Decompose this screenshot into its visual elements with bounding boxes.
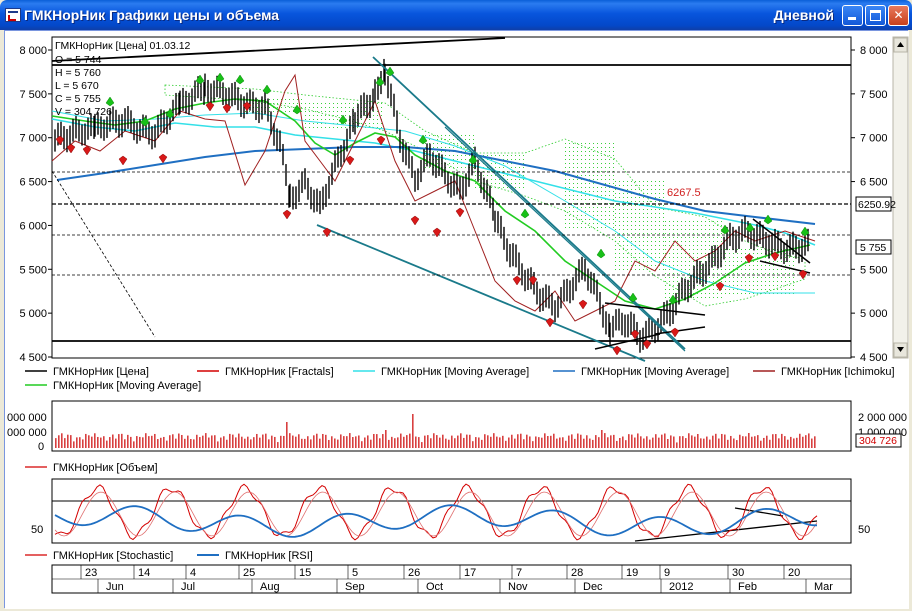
chart-app-icon bbox=[5, 8, 21, 22]
date-day-label: 17 bbox=[464, 567, 476, 579]
price-box bbox=[855, 196, 892, 212]
price-y-tick: 6 000 bbox=[19, 220, 47, 232]
last-volume-box bbox=[855, 433, 902, 448]
ma-cyan-line bbox=[51, 118, 816, 246]
date-day-label: 9 bbox=[664, 567, 670, 579]
date-month-label: Aug bbox=[260, 581, 280, 593]
price-legend-item: ГМКНорНик [Moving Average] bbox=[381, 366, 529, 378]
ichimoku-cloud bbox=[164, 84, 806, 307]
period-label: Дневной bbox=[773, 7, 834, 23]
date-month-label: Oct bbox=[426, 581, 443, 593]
maximize-button[interactable] bbox=[865, 5, 886, 26]
vertical-scrollbar[interactable] bbox=[892, 36, 909, 359]
price-legend-item: ГМКНорНик [Ichimoku] bbox=[781, 366, 895, 378]
date-axis: 23 14 4 25 15 5 26 17 7 28 19 9 30 20 Jun Jul Aug Sep Oct N… bbox=[51, 564, 852, 594]
price-y-tick: 7 000 bbox=[19, 133, 47, 145]
chart-window-client: ГМКНорНик [Цена] 01.03.12 O = 5 744 H = … bbox=[4, 30, 909, 609]
price-right-tick: 5 000 bbox=[860, 308, 888, 320]
volume-y-tick-2: 000 000 bbox=[7, 427, 47, 439]
price-y-tick: 5 000 bbox=[19, 308, 47, 320]
level-annotation: 6267.5 bbox=[667, 187, 701, 199]
info-close: C = 5 755 bbox=[55, 93, 101, 105]
volume-right-tick-1: 2 000 000 bbox=[858, 412, 907, 424]
stochastic-signal-line bbox=[54, 491, 818, 537]
rsi-line bbox=[54, 504, 817, 538]
date-month-label: Jul bbox=[181, 581, 195, 593]
date-day-label: 28 bbox=[571, 567, 583, 579]
date-month-label: Nov bbox=[508, 581, 528, 593]
chart-canvas[interactable]: ГМКНорНик [Цена] 01.03.12 O = 5 744 H = … bbox=[5, 31, 909, 609]
price-y-tick: 6 500 bbox=[19, 177, 47, 189]
maximize-icon bbox=[870, 10, 881, 21]
date-day-label: 26 bbox=[408, 567, 420, 579]
date-month-label: Feb bbox=[738, 581, 757, 593]
last-volume-value: 304 726 bbox=[859, 435, 897, 447]
info-low: L = 5 670 bbox=[55, 80, 99, 92]
last-price-box bbox=[855, 239, 892, 255]
price-legend-item: ГМКНорНик [Fractals] bbox=[225, 366, 334, 378]
minimize-button[interactable] bbox=[842, 5, 863, 26]
info-high: H = 5 760 bbox=[55, 67, 101, 79]
title-bar[interactable]: ГМКНорНик Графики цены и объема Дневной … bbox=[0, 0, 912, 30]
date-day-label: 30 bbox=[732, 567, 744, 579]
price-right-tick: 6 500 bbox=[860, 177, 888, 189]
ma-cyan-line-2 bbox=[51, 110, 815, 294]
window-title: ГМКНорНик Графики цены и объема bbox=[24, 7, 280, 23]
date-day-label: 20 bbox=[788, 567, 800, 579]
price-legend-item: ГМКНорНик [Moving Average] bbox=[581, 366, 729, 378]
oscillator-panel[interactable]: 50 50 ГМКНорНик [Stochastic] ГМКНорНик [… bbox=[25, 478, 870, 562]
price-y-tick: 7 500 bbox=[19, 89, 47, 101]
date-day-label: 23 bbox=[85, 567, 97, 579]
ichimoku-line bbox=[51, 73, 816, 322]
price-right-tick: 5 500 bbox=[860, 264, 888, 276]
price-box-value: 6250.92 bbox=[858, 199, 896, 211]
stochastic-legend-label: ГМКНорНик [Stochastic] bbox=[53, 550, 173, 562]
date-day-label: 14 bbox=[138, 567, 150, 579]
date-day-label: 7 bbox=[516, 567, 522, 579]
volume-y-tick-3: 0 bbox=[38, 441, 44, 453]
volume-bars bbox=[55, 414, 816, 448]
price-y-tick: 8 000 bbox=[19, 45, 47, 57]
stochastic-line bbox=[54, 483, 818, 541]
price-y-tick: 4 500 bbox=[19, 352, 47, 364]
date-month-label: Dec bbox=[583, 581, 603, 593]
date-day-label: 15 bbox=[299, 567, 311, 579]
last-price-value: 5 755 bbox=[860, 242, 886, 254]
info-open: O = 5 744 bbox=[55, 54, 102, 66]
ohlc-info: ГМКНорНик [Цена] 01.03.12 O = 5 744 H = … bbox=[55, 40, 191, 118]
price-right-tick: 7 500 bbox=[860, 89, 888, 101]
info-volume: V = 304 726 bbox=[55, 106, 112, 118]
price-right-tick: 7 000 bbox=[860, 133, 888, 145]
osc-right-tick: 50 bbox=[858, 524, 870, 536]
price-legend-item: ГМКНорНик [Moving Average] bbox=[53, 380, 201, 392]
price-legend-item: ГМКНорНик [Цена] bbox=[53, 366, 149, 378]
volume-panel[interactable]: 000 000 000 000 0 2 000 000 1 000 000 30… bbox=[7, 400, 907, 474]
info-name-date: ГМКНорНик [Цена] 01.03.12 bbox=[55, 40, 191, 52]
date-month-label: Mar bbox=[814, 581, 833, 593]
price-panel[interactable]: ГМКНорНик [Цена] 01.03.12 O = 5 744 H = … bbox=[19, 36, 909, 392]
up-arrow-icon bbox=[897, 42, 904, 47]
volume-legend-label: ГМКНорНик [Объем] bbox=[53, 462, 158, 474]
date-day-label: 4 bbox=[190, 567, 196, 579]
date-month-label: 2012 bbox=[669, 581, 693, 593]
rsi-legend-label: ГМКНорНик [RSI] bbox=[225, 550, 313, 562]
price-right-tick: 8 000 bbox=[860, 45, 888, 57]
close-button[interactable]: ✕ bbox=[888, 5, 909, 26]
date-month-label: Sep bbox=[345, 581, 365, 593]
price-right-tick: 4 500 bbox=[860, 352, 888, 364]
price-legend: ГМКНорНик [Цена] ГМКНорНик [Fractals] ГМКН… bbox=[25, 366, 895, 392]
osc-y-tick: 50 bbox=[31, 524, 43, 536]
price-y-tick: 5 500 bbox=[19, 264, 47, 276]
date-day-label: 5 bbox=[352, 567, 358, 579]
fractal-markers bbox=[55, 66, 810, 356]
down-arrow-icon bbox=[897, 347, 904, 352]
price-bars bbox=[54, 58, 809, 353]
date-day-label: 25 bbox=[243, 567, 255, 579]
date-month-label: Jun bbox=[106, 581, 124, 593]
minimize-icon bbox=[848, 17, 856, 20]
date-day-label: 19 bbox=[626, 567, 638, 579]
volume-y-tick-1: 000 000 bbox=[7, 412, 47, 424]
